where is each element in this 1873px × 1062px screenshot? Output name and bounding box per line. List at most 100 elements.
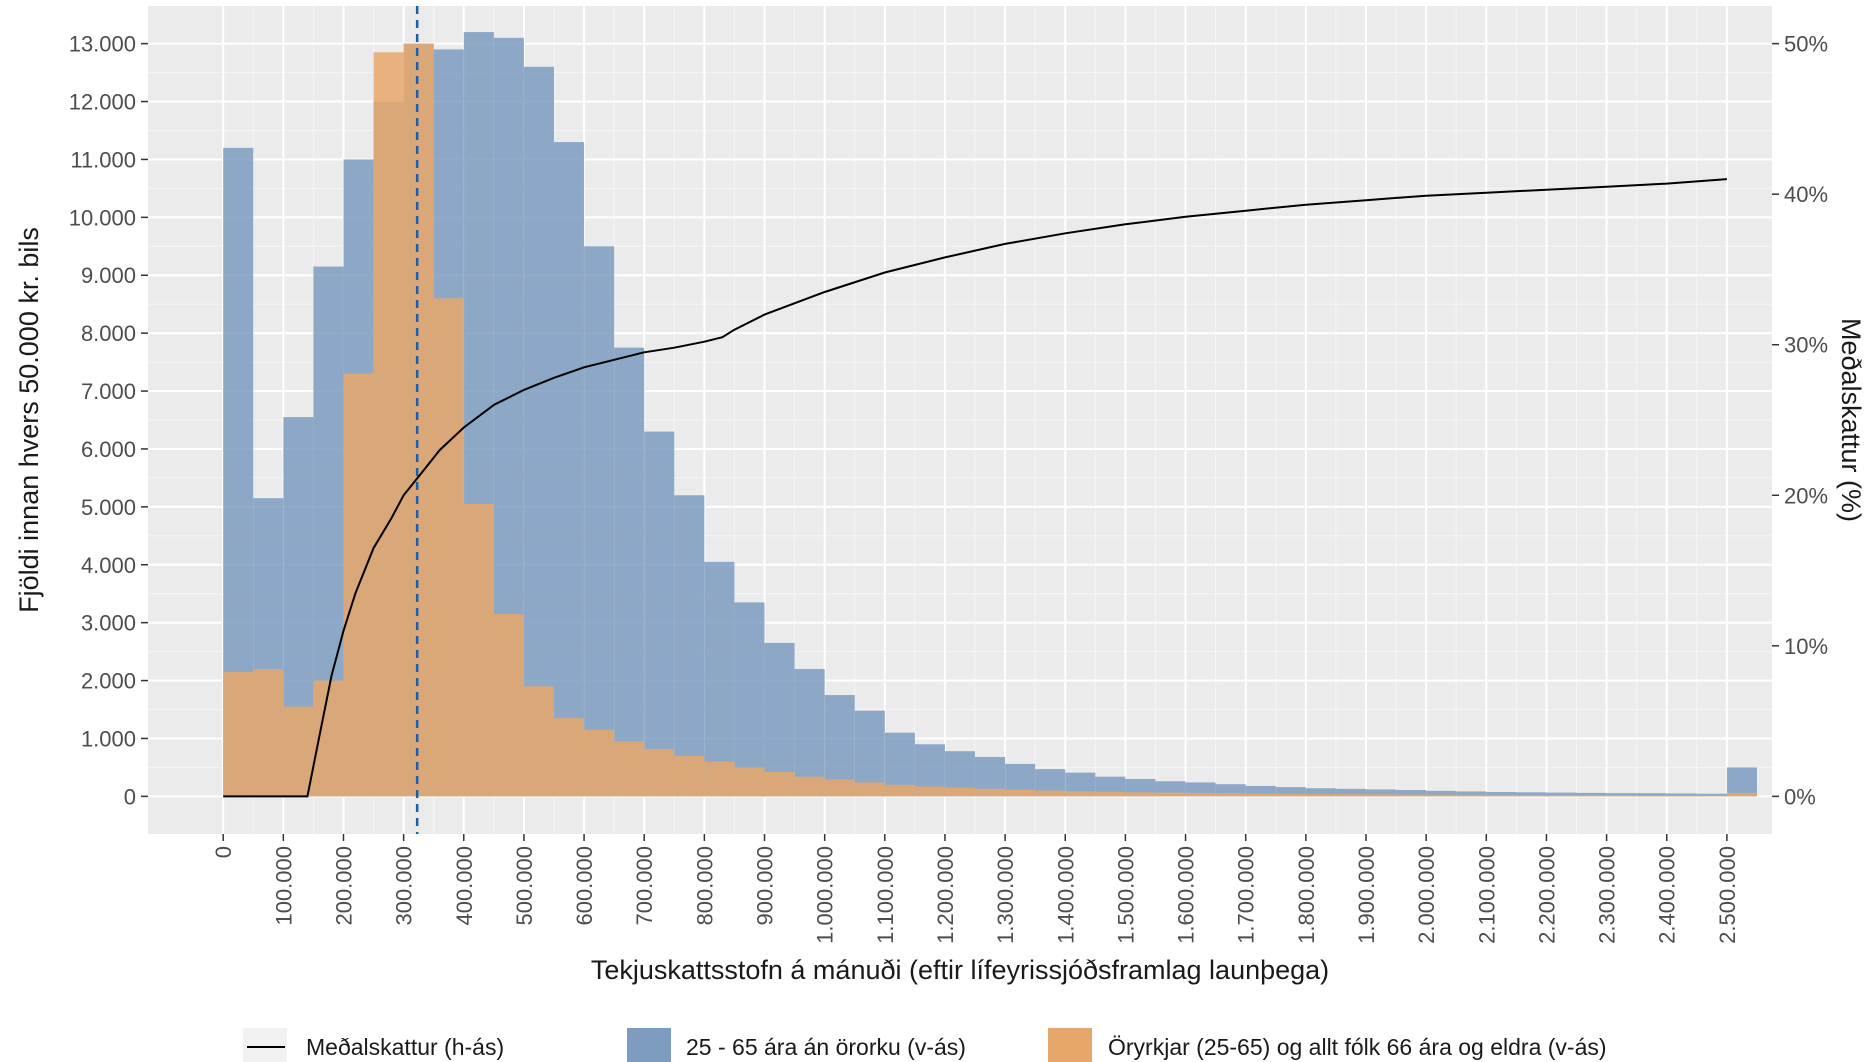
histogram-bar [1726,767,1757,797]
histogram-bar [523,686,554,797]
histogram-bar [644,431,675,797]
histogram-bar [914,786,945,797]
histogram-bar [1125,778,1156,797]
histogram-bar [674,495,705,797]
histogram-bar [1155,792,1186,797]
x-tick-label: 2.300.000 [1595,846,1620,944]
histogram-bar [1696,793,1727,797]
x-tick-label: 800.000 [692,846,717,926]
x-tick-label: 2.200.000 [1534,846,1559,944]
x-tick-label: 1.300.000 [993,846,1018,944]
x-tick-label: 500.000 [512,846,537,926]
histogram-bar [1125,792,1156,797]
histogram-bar [614,347,645,797]
histogram-bar [1546,795,1577,797]
histogram-bar [1516,792,1547,797]
histogram-bar [1606,795,1637,797]
histogram-bar [493,613,524,797]
y2-axis-title: Meðalskattur (%) [1836,318,1866,522]
y-tick-label: 12.000 [69,90,136,115]
y-tick-label: 4.000 [81,553,136,578]
histogram-bar [1606,793,1637,797]
x-tick-label: 1.500.000 [1113,846,1138,944]
histogram-bar [1005,789,1036,797]
legend-key-line-bg [243,1028,287,1062]
histogram-bar [794,776,825,797]
histogram-bar [1245,793,1276,797]
histogram-bar [734,767,765,797]
x-tick-label: 400.000 [452,846,477,926]
histogram-bar [1576,792,1607,797]
histogram-bar [1035,790,1066,797]
legend-label-line: Meðalskattur (h-ás) [306,1034,504,1060]
histogram-bar [614,741,645,797]
x-tick-label: 900.000 [753,846,778,926]
histogram-bar [944,787,976,797]
y-tick-label: 6.000 [81,437,136,462]
histogram-bar [283,706,314,797]
histogram-bar [1366,794,1397,797]
y-axis-left: 0 1.000 2.000 3.000 4.000 5.000 6.000 7.000 8.00… [69,32,148,809]
y2-tick-label: 40% [1784,182,1828,207]
histogram-bar [1486,792,1517,797]
histogram-bar [1666,793,1697,797]
histogram-bar [223,671,254,797]
y2-tick-label: 20% [1784,483,1828,508]
histogram-bar [1396,789,1427,797]
histogram-bar [824,695,855,797]
histogram-bar [1666,795,1697,797]
x-tick-label: 1.000.000 [813,846,838,944]
histogram-bar [1456,794,1487,797]
x-tick-label: 0 [211,846,236,858]
average-tax-line-path [223,178,1727,798]
x-tick-label: 2.100.000 [1474,846,1499,944]
legend-key-orange [1048,1028,1092,1062]
histogram-bar [1335,788,1366,797]
histogram-bar [1215,793,1246,797]
histogram-bar [644,748,675,797]
histogram-bar [1576,795,1607,797]
average-tax-line [223,178,1727,798]
histogram-bar [1095,791,1126,797]
histogram-bar [764,642,795,797]
x-tick-label: 2.000.000 [1414,846,1439,944]
histogram-bar [1426,790,1457,797]
legend-item-orange: Öryrkjar (25-65) og allt fólk 66 ára og … [1048,1028,1607,1062]
y2-tick-label: 50% [1784,32,1828,57]
x-tick-label: 2.500.000 [1715,846,1740,944]
histogram-bar [854,710,885,797]
histogram-bar [884,784,915,797]
histogram-bar [1546,792,1577,797]
histogram-bar [1275,793,1306,797]
x-tick-label: 1.900.000 [1354,846,1379,944]
y-tick-label: 1.000 [81,726,136,751]
y2-tick-label: 30% [1784,333,1828,358]
histogram-bar [734,602,765,797]
histogram-bar [554,142,585,797]
y-tick-label: 11.000 [70,147,136,172]
histogram-bar [1636,795,1667,797]
histogram-bar [1335,794,1366,797]
histogram-bar [433,298,464,797]
x-axis-title: Tekjuskattsstofn á mánuði (eftir lífeyri… [591,955,1329,985]
y-tick-label: 10.000 [69,205,136,230]
legend-label-orange: Öryrkjar (25-65) og allt fólk 66 ára og … [1108,1034,1607,1060]
histogram-bar [1366,789,1397,797]
x-tick-label: 1.400.000 [1053,846,1078,944]
histogram-bar [1726,792,1757,797]
x-tick-label: 1.700.000 [1234,846,1259,944]
x-tick-label: 300.000 [392,846,417,926]
y-axis-title: Fjöldi innan hvers 50.000 kr. bils [14,227,44,613]
y2-tick-label: 10% [1784,634,1828,659]
legend-item-line: Meðalskattur (h-ás) [243,1028,504,1062]
histogram-bar [1426,794,1457,797]
histogram-bar [764,772,795,797]
histogram-bar [554,718,585,797]
legend: Meðalskattur (h-ás) 25 - 65 ára án örork… [243,1028,1607,1062]
x-tick-label: 1.100.000 [873,846,898,944]
y-tick-label: 3.000 [81,611,136,636]
x-tick-label: 100.000 [271,846,296,926]
y-tick-label: 7.000 [81,379,136,404]
histogram-bar [373,52,404,797]
histogram-bar [824,779,855,797]
